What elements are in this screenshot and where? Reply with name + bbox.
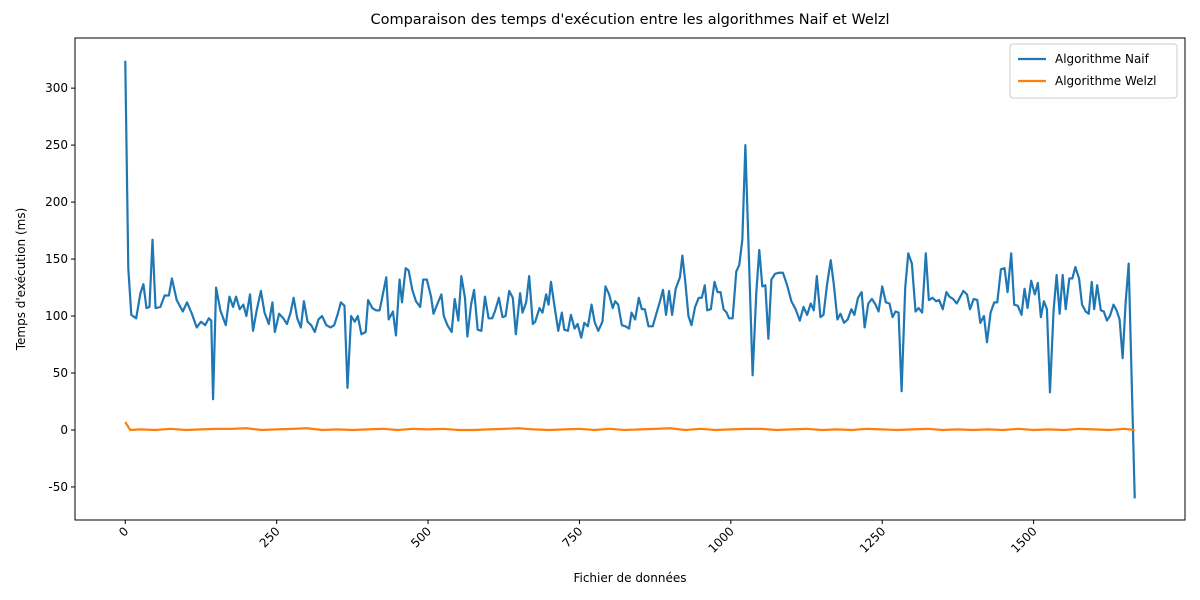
- x-tick-label: 1000: [705, 524, 736, 555]
- axes-frame: [74, 37, 1186, 521]
- x-tick-label: 250: [257, 524, 283, 550]
- legend-box: [1009, 43, 1178, 99]
- y-tick-label: 50: [53, 366, 68, 380]
- series-line: [124, 421, 1135, 432]
- y-tick-label: 200: [45, 195, 68, 209]
- y-axis-label: Temps d'exécution (ms): [14, 208, 28, 352]
- plot-area: -50 0 50 100 150 200 250 300 0 250 500 750 1000 1250 1…: [45, 60, 1136, 556]
- legend-label: Algorithme Welzl: [1055, 74, 1156, 88]
- x-tick-label: 1250: [857, 524, 888, 555]
- legend-label: Algorithme Naif: [1055, 52, 1150, 66]
- x-tick-label: 750: [559, 524, 585, 550]
- x-tick-label: 500: [408, 524, 434, 550]
- y-tick-label: 150: [45, 252, 68, 266]
- x-axis-label: Fichier de données: [573, 571, 686, 585]
- chart-title: Comparaison des temps d'exécution entre …: [370, 12, 889, 28]
- series-line: [124, 60, 1136, 499]
- y-tick-label: -50: [48, 480, 68, 494]
- x-tick-label: 1500: [1008, 524, 1039, 555]
- y-tick-label: 0: [60, 423, 68, 437]
- y-tick-label: 100: [45, 309, 68, 323]
- legend: Algorithme Naif Algorithme Welzl: [1009, 43, 1178, 99]
- y-tick-label: 250: [45, 138, 68, 152]
- x-tick-label: 0: [116, 524, 131, 539]
- y-tick-label: 300: [45, 81, 68, 95]
